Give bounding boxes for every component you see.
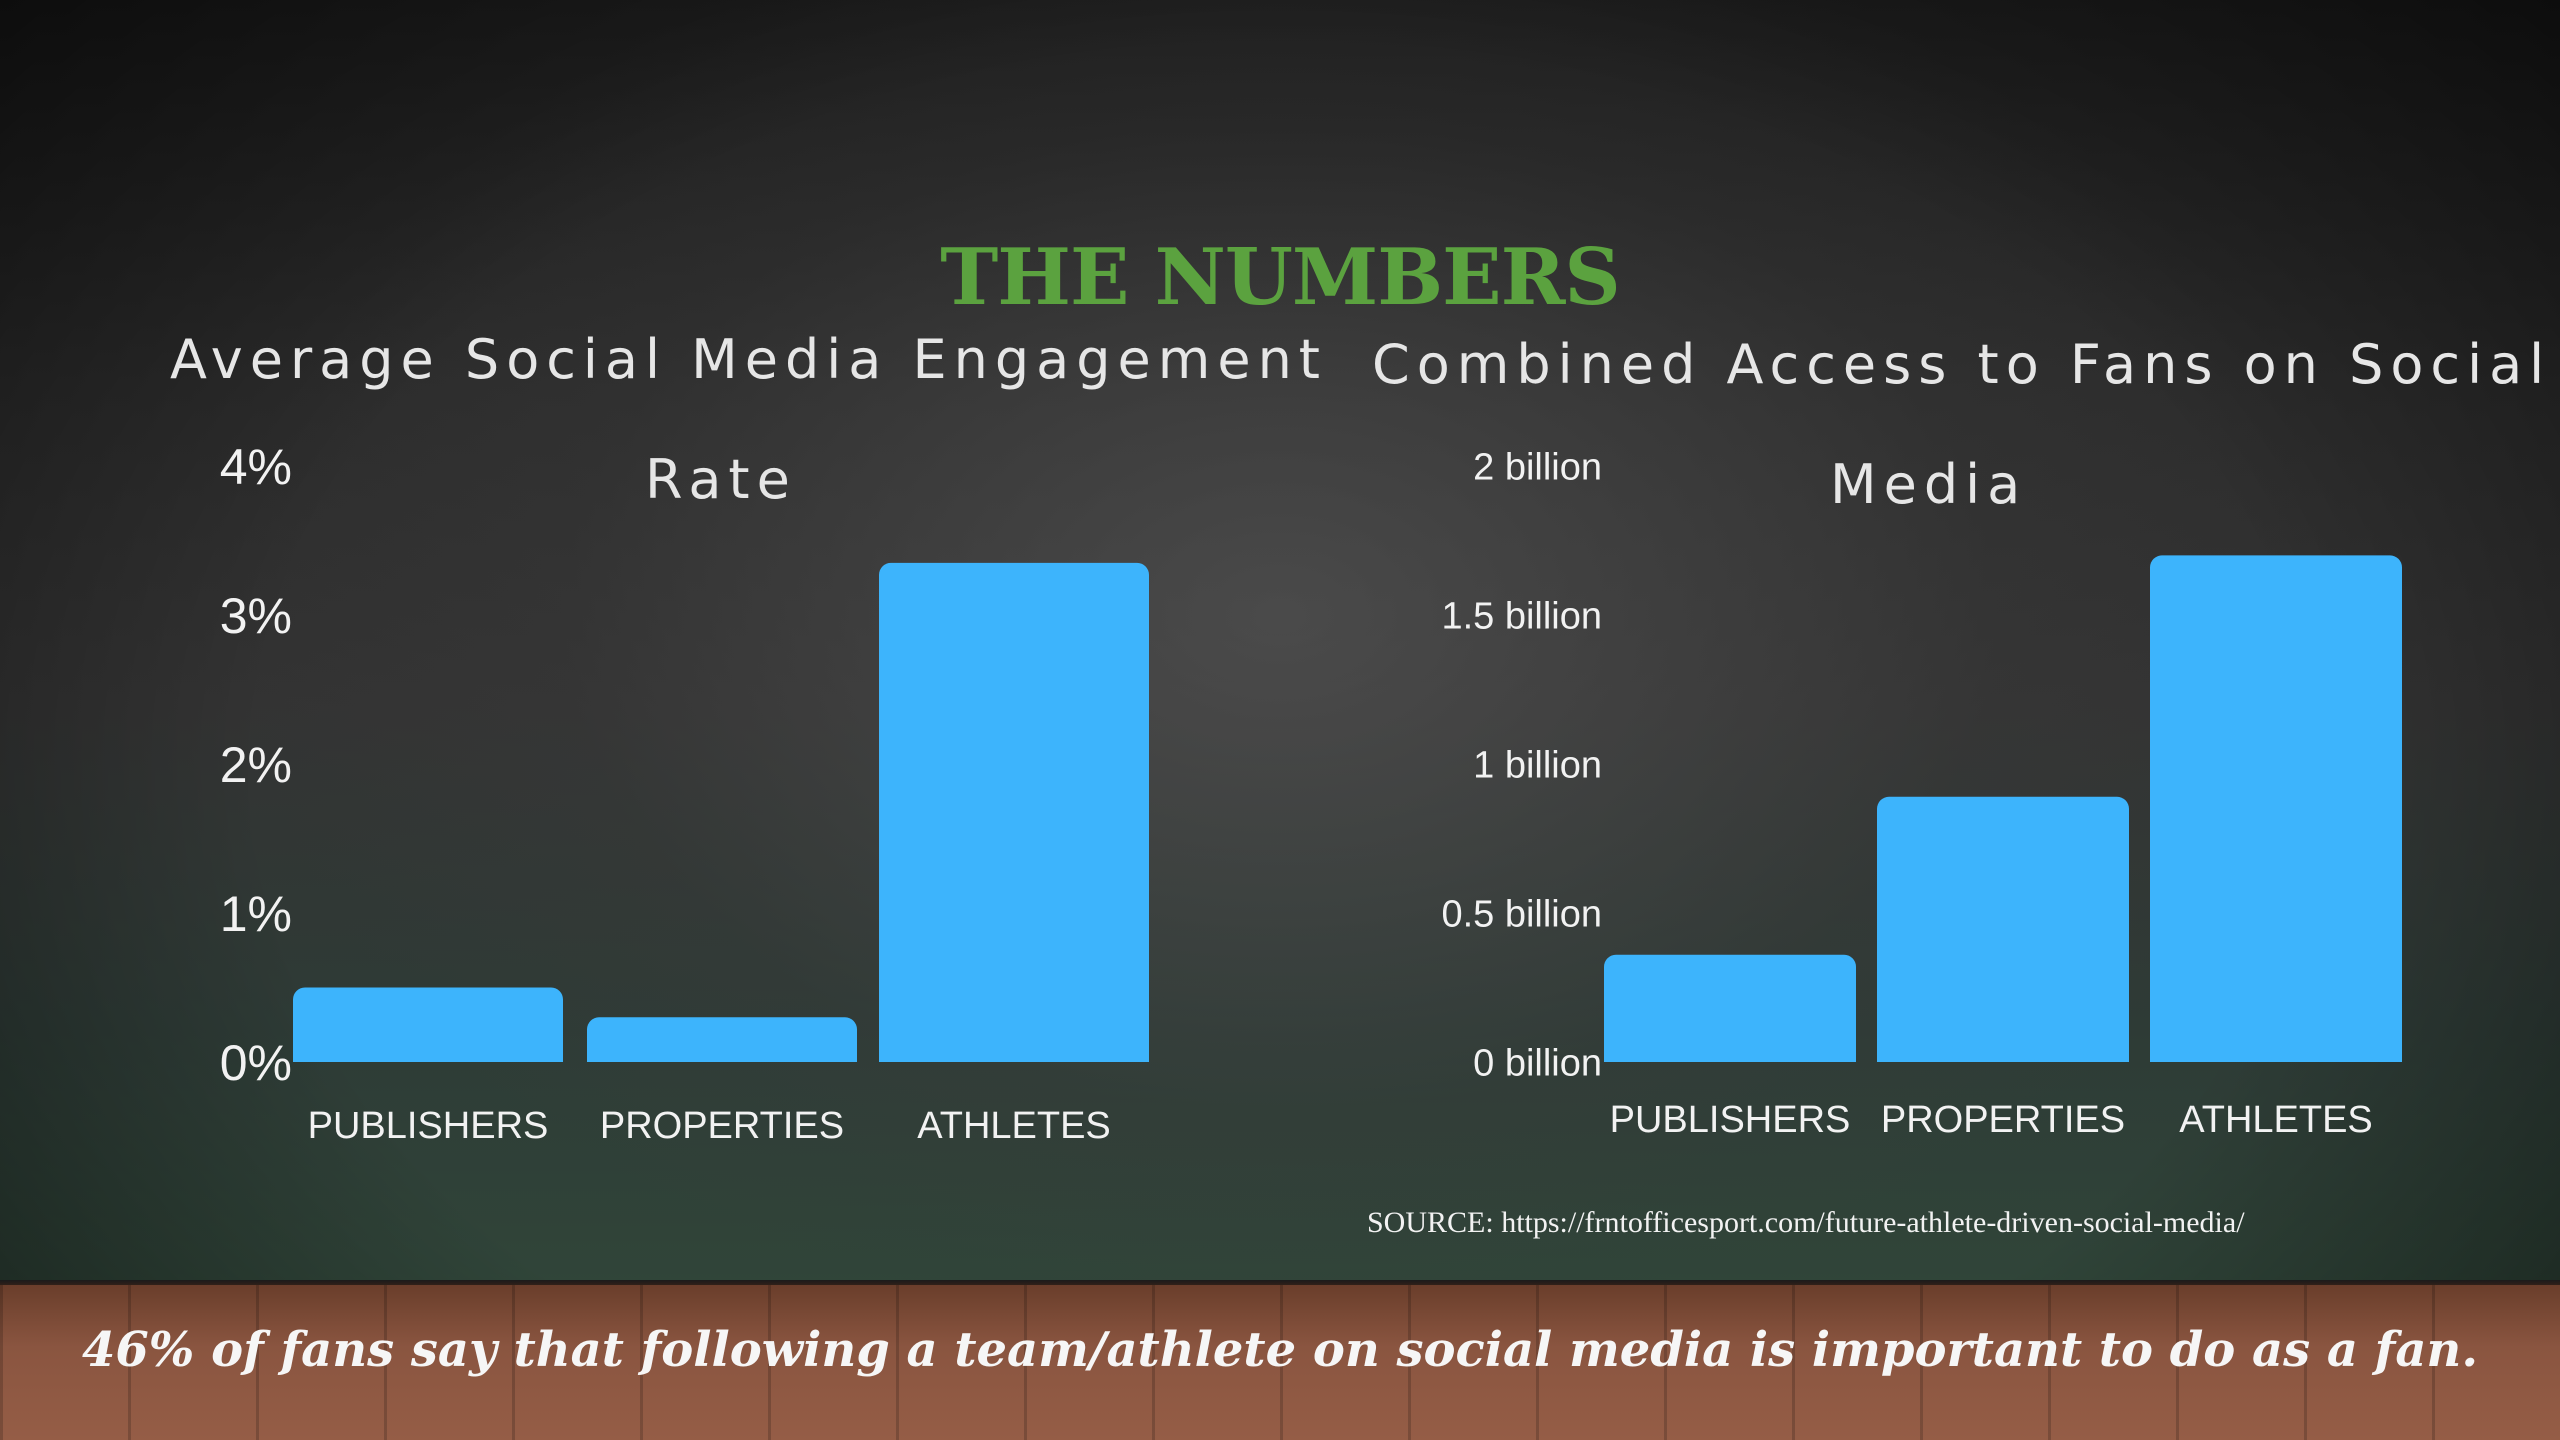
chart1-category-label: PROPERTIES [600, 1105, 844, 1147]
chart1-tick-label: 4% [220, 439, 292, 495]
chart1-title-line2: Rate [645, 448, 797, 511]
chart1-tick-label: 1% [220, 886, 292, 942]
slide-headline: THE NUMBERS [940, 232, 1621, 323]
chart1-tick-label: 2% [220, 737, 292, 793]
chart2-tick-label: 1 billion [1473, 745, 1602, 787]
chart1-category-label: PUBLISHERS [308, 1105, 549, 1147]
chart2-tick-label: 2 billion [1473, 447, 1602, 489]
chart1-bar-publishers [293, 987, 563, 1062]
chart1-bar-athletes [879, 562, 1149, 1062]
chart2-bar-base [2150, 1048, 2402, 1062]
chart2-bar-base [1604, 1048, 1856, 1062]
wooden-floor [0, 1285, 2560, 1440]
chart2-bar-properties [1877, 796, 2129, 1062]
chart1-category-label: ATHLETES [917, 1105, 1111, 1147]
chart2-tick-label: 0.5 billion [1441, 894, 1602, 936]
chart2-category-label: PROPERTIES [1881, 1099, 2125, 1141]
chart1-tick-label: 3% [220, 588, 292, 644]
chart2-title-line2: Media [1830, 453, 2028, 516]
chart2-category-label: PUBLISHERS [1610, 1099, 1851, 1141]
chart2-bar-athletes [2150, 555, 2402, 1062]
chart1-title-line1: Average Social Media Engagement [170, 328, 1327, 391]
chart2-bar-base [1877, 1048, 2129, 1062]
fan-statistic-caption: 46% of fans say that following a team/at… [81, 1322, 2479, 1378]
chart2-category-label: ATHLETES [2179, 1099, 2373, 1141]
chart1-bar-base [293, 1048, 563, 1062]
chart2-tick-label: 0 billion [1473, 1043, 1602, 1085]
chart2-tick-label: 1.5 billion [1441, 596, 1602, 638]
chart1-bar-base [587, 1048, 857, 1062]
chart1-tick-label: 0% [220, 1035, 292, 1091]
chart1-bar-base [879, 1048, 1149, 1062]
stage-floor-edge [0, 1280, 2560, 1288]
chart2-bar-publishers [1604, 954, 1856, 1062]
source-citation: SOURCE: https://frntofficesport.com/futu… [1367, 1206, 2245, 1239]
chart2-title-line1: Combined Access to Fans on Social [1372, 333, 2552, 396]
